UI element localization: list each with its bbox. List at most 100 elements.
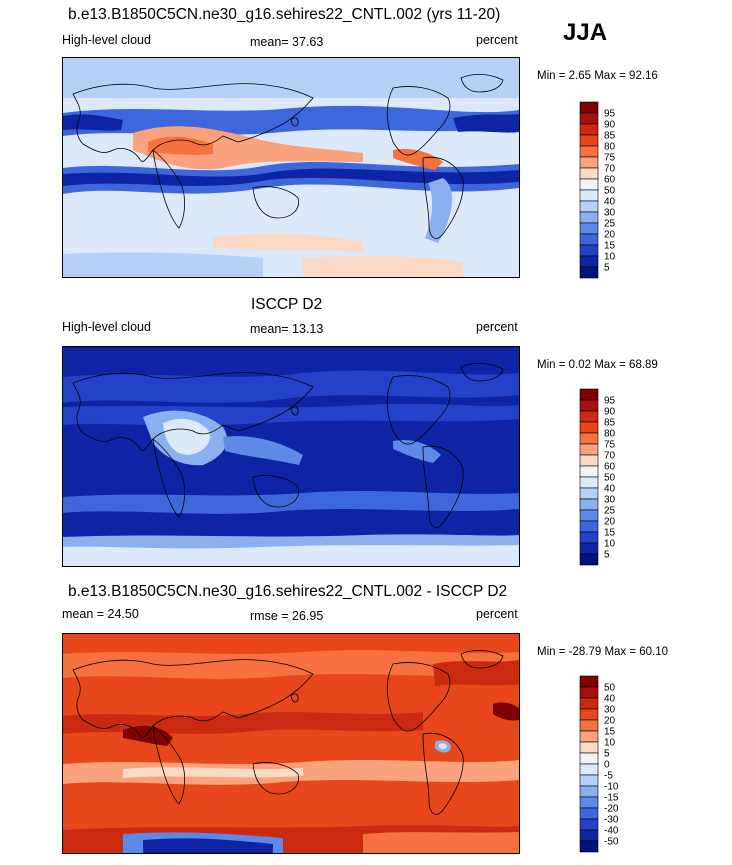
colorbar-tick-label: 30 (604, 705, 616, 716)
colorbar-swatch (579, 476, 599, 489)
colorbar-tick-label: 30 (604, 495, 616, 506)
colorbar-tick-label: 70 (604, 451, 616, 462)
colorbar-tick-label: 20 (604, 230, 616, 241)
colorbar-tick-label: 75 (604, 153, 616, 164)
colorbar-tick-label: 80 (604, 429, 616, 440)
colorbar-tick-label: 15 (604, 727, 616, 738)
colorbar-tick-label: -5 (604, 771, 613, 782)
panel-3-map (62, 633, 520, 854)
colorbar-swatch (579, 520, 599, 533)
colorbar-swatch (579, 399, 599, 412)
colorbar-tick-label: -50 (604, 837, 619, 848)
panel-1-map (62, 57, 520, 278)
colorbar-swatch (579, 156, 599, 169)
panel-2-units-label: percent (476, 320, 518, 334)
colorbar-swatch (579, 498, 599, 511)
colorbar-swatch (579, 730, 599, 743)
colorbar-swatch (579, 763, 599, 776)
colorbar-swatch (579, 189, 599, 202)
panel-1-minmax-label: Min = 2.65 Max = 92.16 (537, 70, 658, 82)
colorbar-tick-label: 10 (604, 252, 616, 263)
colorbar-swatch (579, 233, 599, 246)
panel-1-coastlines (72, 74, 504, 239)
colorbar-tick-label: 20 (604, 517, 616, 528)
season-label: JJA (563, 19, 608, 46)
panel-3-mean-label: mean = 24.50 (62, 607, 139, 621)
colorbar-tick-label: 90 (604, 407, 616, 418)
colorbar-tick-label: 85 (604, 131, 616, 142)
colorbar-tick-label: -15 (604, 793, 619, 804)
colorbar-tick-label: 0 (604, 760, 610, 771)
colorbar-swatch (579, 211, 599, 224)
colorbar-swatch (579, 708, 599, 721)
colorbar-swatch (579, 432, 599, 445)
colorbar-swatch (579, 167, 599, 180)
colorbar-swatch (579, 178, 599, 191)
panel-3-units-label: percent (476, 607, 518, 621)
panel-2-contour-field (63, 347, 519, 566)
colorbar-tick-label: 80 (604, 142, 616, 153)
colorbar-swatch (579, 531, 599, 544)
colorbar-swatch (579, 134, 599, 147)
colorbar-swatch (579, 719, 599, 732)
colorbar-tick-label: 15 (604, 241, 616, 252)
panel-3-rmse-label: rmse = 26.95 (250, 609, 324, 623)
colorbar-tick-label: 50 (604, 683, 616, 694)
colorbar-swatch (579, 741, 599, 754)
colorbar-swatch (579, 840, 599, 853)
colorbar-swatch (579, 244, 599, 257)
colorbar-tick-label: 10 (604, 738, 616, 749)
colorbar-tick-label: 95 (604, 109, 616, 120)
colorbar-tick-label: 70 (604, 164, 616, 175)
colorbar-swatch (579, 410, 599, 423)
panel-2-title: ISCCP D2 (251, 296, 323, 313)
colorbar-tick-label: 40 (604, 694, 616, 705)
colorbar-tick-label: -40 (604, 826, 619, 837)
colorbar-tick-label: 50 (604, 473, 616, 484)
colorbar-tick-label: 40 (604, 197, 616, 208)
colorbar-swatch (579, 542, 599, 555)
colorbar-tick-label: -10 (604, 782, 619, 793)
colorbar-tick-label: 90 (604, 120, 616, 131)
panel-3-coastlines (72, 650, 504, 815)
colorbar-swatch (579, 222, 599, 235)
colorbar-swatch (579, 200, 599, 213)
colorbar-swatch (579, 686, 599, 699)
panel-1-variable-label: High-level cloud (62, 33, 151, 47)
colorbar-tick-label: 25 (604, 219, 616, 230)
colorbar-tick-label: -20 (604, 804, 619, 815)
colorbar-tick-label: 10 (604, 539, 616, 550)
colorbar-swatch (579, 454, 599, 467)
colorbar-swatch (579, 421, 599, 434)
colorbar-tick-label: 75 (604, 440, 616, 451)
colorbar-swatch (579, 487, 599, 500)
colorbar-swatch (579, 675, 599, 688)
colorbar-tick-label: 5 (604, 749, 610, 760)
panel-3-minmax-label: Min = -28.79 Max = 60.10 (537, 646, 669, 658)
colorbar-tick-label: 50 (604, 186, 616, 197)
colorbar-swatch (579, 101, 599, 114)
panel-3-title: b.e13.B1850C5CN.ne30_g16.sehires22_CNTL.… (68, 583, 508, 600)
colorbar-tick-label: 25 (604, 506, 616, 517)
colorbar-swatch (579, 752, 599, 765)
panel-1-mean-label: mean= 37.63 (250, 35, 324, 49)
colorbar-swatch (579, 818, 599, 831)
colorbar-tick-label: -30 (604, 815, 619, 826)
colorbar-tick-label: 95 (604, 396, 616, 407)
panel-1-units-label: percent (476, 33, 518, 47)
colorbar-tick-label: 15 (604, 528, 616, 539)
colorbar-swatch (579, 829, 599, 842)
panel-2-variable-label: High-level cloud (62, 320, 151, 334)
panel-2-mean-label: mean= 13.13 (250, 322, 324, 336)
colorbar-swatch (579, 123, 599, 136)
colorbar-swatch (579, 443, 599, 456)
colorbar-swatch (579, 785, 599, 798)
colorbar-swatch (579, 255, 599, 268)
colorbar-tick-label: 40 (604, 484, 616, 495)
colorbar-swatch (579, 388, 599, 401)
panel-2-minmax-label: Min = 0.02 Max = 68.89 (537, 359, 658, 371)
panel-2-map (62, 346, 520, 567)
colorbar-swatch (579, 553, 599, 566)
